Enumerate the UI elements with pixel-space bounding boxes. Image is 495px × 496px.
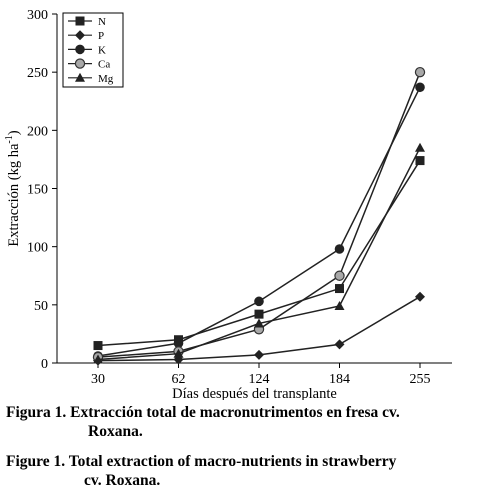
legend-marker-mg <box>75 72 85 82</box>
y-tick-label: 250 <box>27 66 48 81</box>
y-tick-label: 100 <box>27 241 48 256</box>
data-point-ca <box>414 66 426 78</box>
data-point-k <box>173 338 184 349</box>
legend-item-mg: Mg <box>68 72 114 85</box>
chart-axes: 0 50 100 150 200 250 300 30 62 124 184 255 Días desp… <box>4 8 452 400</box>
legend-label-ca: Ca <box>98 59 110 71</box>
data-point-k <box>415 82 425 93</box>
data-point-mg <box>334 300 345 310</box>
chart-series-layer <box>92 66 426 366</box>
legend-item-k: K <box>68 44 106 56</box>
caption-english-label: Figure 1. <box>6 453 66 470</box>
data-point-p <box>334 339 345 350</box>
x-tick-label: 184 <box>329 372 350 387</box>
caption-spanish: Figura 1. Extracción total de macronutri… <box>6 403 400 441</box>
series-mg <box>93 142 425 364</box>
data-point-k <box>334 244 345 254</box>
data-point-mg <box>93 354 103 364</box>
data-point-mg <box>173 348 184 358</box>
data-point-mg <box>415 142 425 152</box>
data-point-p <box>415 291 425 302</box>
data-point-n <box>93 341 103 351</box>
y-axis-title: Extracción (kg ha-1) <box>4 130 22 246</box>
legend-label-k: K <box>98 44 106 56</box>
y-tick-label: 200 <box>27 124 48 139</box>
legend-label-p: P <box>98 30 104 42</box>
x-tick-label: 30 <box>91 372 105 387</box>
data-point-n <box>254 309 264 319</box>
legend-marker-k <box>75 44 85 55</box>
legend-box <box>62 12 124 88</box>
y-tick-label: 0 <box>41 357 48 372</box>
data-point-k <box>254 296 264 307</box>
x-tick-label: 62 <box>172 372 186 387</box>
data-point-ca <box>334 270 345 281</box>
legend: NPK Ca Mg <box>62 12 124 88</box>
data-point-n <box>415 156 425 166</box>
chart: 0 50 100 150 200 250 300 30 62 124 184 255 Días desp… <box>4 8 452 400</box>
legend-label-n: N <box>98 16 106 28</box>
caption-english-line2: cv. Roxana. <box>84 472 161 489</box>
legend-item-p: P <box>68 30 104 42</box>
data-point-p <box>254 349 264 360</box>
legend-label-mg: Mg <box>98 73 114 85</box>
caption-spanish-label: Figura 1. <box>6 404 67 421</box>
legend-marker-p <box>75 30 85 41</box>
y-tick-label: 300 <box>27 8 48 23</box>
legend-item-n: N <box>68 16 106 28</box>
legend-item-ca: Ca <box>68 58 110 71</box>
x-tick-label: 124 <box>249 372 270 387</box>
x-axis-title: Días después del transplante <box>172 386 337 400</box>
legend-marker-n <box>75 16 85 26</box>
x-tick-label: 255 <box>410 372 431 387</box>
caption-english-line1: Total extraction of macro-nutrients in s… <box>68 453 397 470</box>
y-tick-label: 50 <box>34 299 48 314</box>
caption-spanish-line1: Extracción total de macronutrimentos en … <box>70 404 400 421</box>
y-tick-label: 150 <box>27 183 48 198</box>
data-point-mg <box>254 318 264 328</box>
caption-spanish-line2: Roxana. <box>88 423 143 440</box>
caption-english: Figure 1. Total extraction of macro-nutr… <box>6 452 396 490</box>
legend-marker-ca <box>74 58 86 69</box>
data-point-n <box>335 284 344 294</box>
